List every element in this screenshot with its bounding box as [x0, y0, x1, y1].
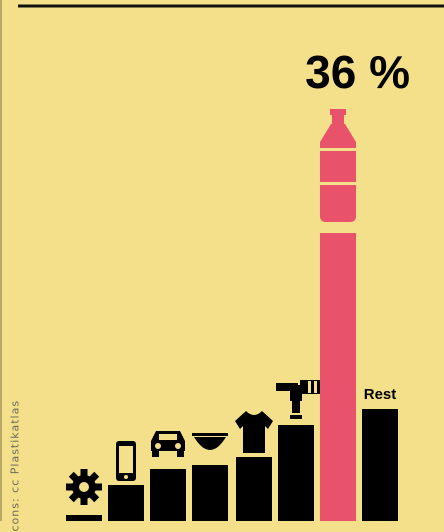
- smartphone-icon: [116, 441, 136, 481]
- bar-transport: [150, 469, 186, 521]
- bar-construction: [278, 425, 314, 521]
- gear-icon: [66, 469, 102, 505]
- icons-group: [66, 109, 356, 505]
- data-label-rest: Rest: [364, 386, 397, 403]
- left-border: [0, 0, 2, 521]
- bar-rest: [362, 409, 398, 521]
- bar-household-goods: [192, 465, 228, 521]
- bar-industrial-machinery: [66, 515, 102, 521]
- bowl-icon: [192, 433, 228, 450]
- bar-electronics: [108, 485, 144, 521]
- tshirt-icon: [235, 411, 273, 453]
- bottle-icon: [320, 109, 356, 222]
- bars-group: [66, 233, 398, 521]
- bar-packaging: [320, 233, 356, 521]
- labels-group: 36 % Rest: [305, 46, 410, 403]
- car-icon: [151, 431, 185, 457]
- data-label-packaging: 36 %: [305, 46, 410, 98]
- faucet-icon: [276, 380, 320, 419]
- bar-textiles: [236, 457, 272, 521]
- bar-chart: 36 % Rest: [18, 4, 444, 521]
